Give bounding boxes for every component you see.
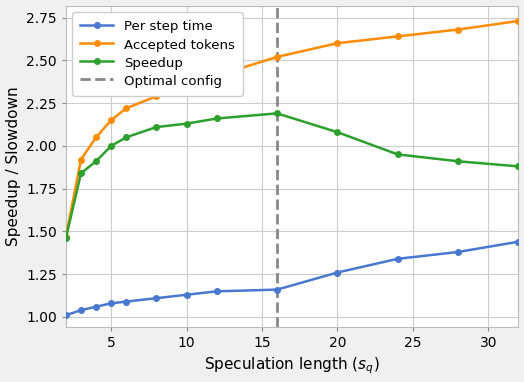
Speedup <box>515 164 521 169</box>
Per step time <box>123 299 129 304</box>
Per step time <box>93 304 99 309</box>
Per step time <box>395 257 401 261</box>
Accepted tokens <box>78 157 84 162</box>
Per step time <box>153 296 159 301</box>
Accepted tokens <box>214 73 220 78</box>
Accepted tokens <box>108 118 114 123</box>
Optimal config <box>274 315 280 319</box>
Per step time <box>183 293 190 297</box>
Speedup <box>93 159 99 163</box>
Accepted tokens <box>274 55 280 59</box>
Speedup <box>78 171 84 176</box>
Accepted tokens <box>455 27 461 32</box>
Accepted tokens <box>93 135 99 139</box>
Speedup <box>214 116 220 121</box>
Speedup <box>395 152 401 157</box>
Accepted tokens <box>515 19 521 23</box>
Per step time <box>63 313 69 317</box>
Per step time <box>78 308 84 312</box>
Speedup <box>334 130 341 134</box>
X-axis label: Speculation length ($s_q$): Speculation length ($s_q$) <box>204 356 380 376</box>
Line: Speedup: Speedup <box>63 110 521 241</box>
Y-axis label: Speedup / Slowdown: Speedup / Slowdown <box>6 87 20 246</box>
Per step time <box>515 240 521 244</box>
Speedup <box>63 236 69 241</box>
Legend: Per step time, Accepted tokens, Speedup, Optimal config: Per step time, Accepted tokens, Speedup,… <box>72 12 243 96</box>
Speedup <box>153 125 159 129</box>
Accepted tokens <box>153 94 159 99</box>
Speedup <box>123 135 129 139</box>
Per step time <box>455 250 461 254</box>
Speedup <box>183 121 190 126</box>
Per step time <box>274 287 280 292</box>
Per step time <box>334 270 341 275</box>
Per step time <box>214 289 220 294</box>
Line: Per step time: Per step time <box>63 239 521 318</box>
Speedup <box>455 159 461 163</box>
Per step time <box>108 301 114 306</box>
Line: Accepted tokens: Accepted tokens <box>63 18 521 240</box>
Accepted tokens <box>123 106 129 110</box>
Accepted tokens <box>63 234 69 239</box>
Accepted tokens <box>334 41 341 45</box>
Speedup <box>274 111 280 116</box>
Accepted tokens <box>183 80 190 85</box>
Accepted tokens <box>395 34 401 39</box>
Speedup <box>108 144 114 148</box>
